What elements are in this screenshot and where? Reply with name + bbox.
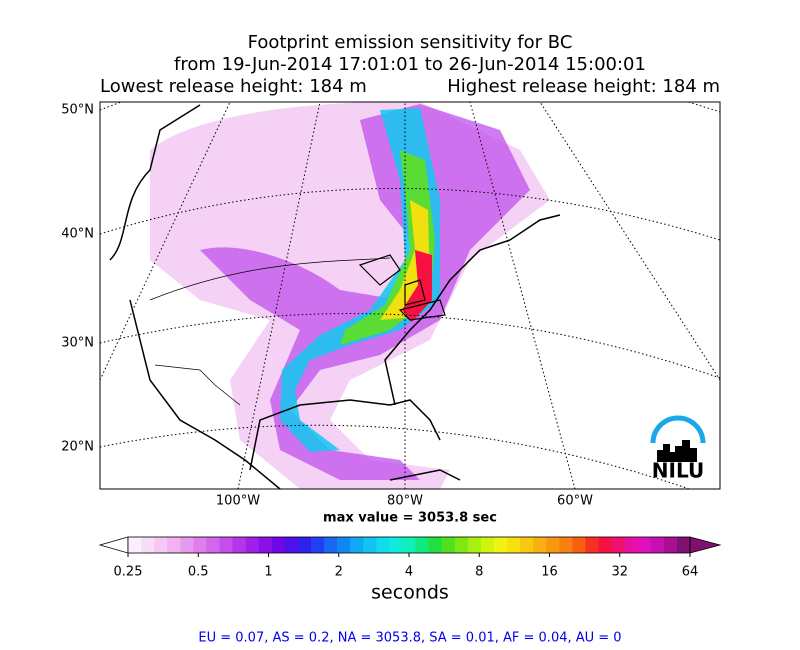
title: Footprint emission sensitivity for BC — [248, 32, 573, 53]
colorbar-swatch — [141, 537, 155, 553]
lon-label: 80°W — [387, 494, 423, 509]
colorbar-swatch — [650, 537, 665, 553]
colorbar-tick-label: 8 — [475, 565, 483, 580]
colorbar-swatch — [337, 537, 351, 553]
lowest-release: Lowest release height: 184 m — [100, 76, 367, 97]
colorbar-swatch — [206, 537, 220, 553]
colorbar-swatch — [245, 537, 260, 553]
colorbar-swatch — [546, 537, 560, 553]
subtitle: from 19-Jun-2014 17:01:01 to 26-Jun-2014… — [174, 54, 646, 75]
highest-release: Highest release height: 184 m — [447, 76, 720, 97]
colorbar-swatch — [389, 537, 403, 553]
colorbar-swatch — [324, 537, 338, 553]
coastline — [109, 104, 561, 489]
colorbar-swatch — [167, 537, 181, 553]
colorbar-under — [98, 536, 129, 554]
colorbar-tick-label: 0.5 — [188, 565, 209, 580]
colorbar-tick-label: 2 — [335, 565, 343, 580]
lat-label: 20°N — [61, 440, 94, 455]
colorbar-swatch — [467, 537, 482, 553]
colorbar-swatch — [271, 537, 286, 553]
colorbar-label: seconds — [371, 582, 449, 604]
colorbar-swatch — [441, 537, 456, 553]
colorbar-swatch — [258, 537, 273, 553]
lon-label: 60°W — [557, 494, 593, 509]
colorbar-swatch — [350, 537, 364, 553]
max-value: max value = 3053.8 sec — [323, 511, 497, 526]
logo-arc — [650, 415, 706, 444]
map-frame — [99, 101, 721, 490]
colorbar-swatch — [480, 537, 495, 553]
colorbar-swatch — [572, 537, 586, 553]
colorbar-swatch — [415, 537, 430, 553]
colorbar-swatch — [637, 537, 652, 553]
meridian — [469, 102, 576, 489]
colorbar-tick-label: 32 — [611, 565, 628, 580]
colorbar-swatch — [585, 537, 600, 553]
colorbar-swatch — [232, 537, 247, 553]
colorbar-tick-label: 16 — [541, 565, 558, 580]
parallel — [100, 424, 691, 489]
colorbar-swatch — [598, 537, 613, 553]
colorbar-swatch — [454, 537, 469, 553]
colorbar-swatch — [520, 537, 534, 553]
colorbar-swatch — [284, 537, 299, 553]
map-area — [100, 102, 720, 489]
lat-label: 30°N — [61, 336, 94, 351]
colorbar-swatch — [559, 537, 573, 553]
colorbar-tick-label: 4 — [405, 565, 413, 580]
colorbar-swatch — [663, 537, 678, 553]
lat-label: 50°N — [61, 103, 94, 118]
colorbar-swatch — [180, 537, 194, 553]
colorbar-swatch — [493, 537, 508, 553]
parallel — [100, 313, 720, 379]
colorbar-swatch — [402, 537, 417, 553]
logo-text: NILU — [652, 459, 704, 483]
colorbar-swatch — [193, 537, 207, 553]
lon-label: 100°W — [216, 494, 260, 509]
lat-label: 40°N — [61, 227, 94, 242]
footer: EU = 0.07, AS = 0.2, NA = 3053.8, SA = 0… — [198, 631, 621, 646]
colorbar-swatch — [128, 537, 142, 553]
colorbar-swatch — [611, 537, 626, 553]
colorbar-swatch — [507, 537, 521, 553]
meridian — [100, 102, 231, 381]
logo-city — [657, 440, 697, 462]
colorbar-swatch — [376, 537, 390, 553]
colorbar-over — [689, 536, 722, 554]
colorbar-swatch — [533, 537, 547, 553]
parallel — [100, 188, 720, 241]
colorbar-swatch — [310, 537, 325, 553]
colorbar-tick-label: 64 — [682, 565, 699, 580]
colorbar-swatch — [297, 537, 312, 553]
colorbar-swatch — [676, 537, 691, 553]
colorbar-swatch — [219, 537, 234, 553]
colorbar-swatch — [363, 537, 377, 553]
colorbar-swatch — [154, 537, 168, 553]
colorbar-tick-label: 0.25 — [114, 565, 143, 580]
colorbar-swatch — [428, 537, 443, 553]
colorbar-tick-label: 1 — [264, 565, 272, 580]
colorbar: 0.25 0.5 1 2 4 8 16 32 64 — [98, 536, 722, 580]
colorbar-swatch — [624, 537, 639, 553]
